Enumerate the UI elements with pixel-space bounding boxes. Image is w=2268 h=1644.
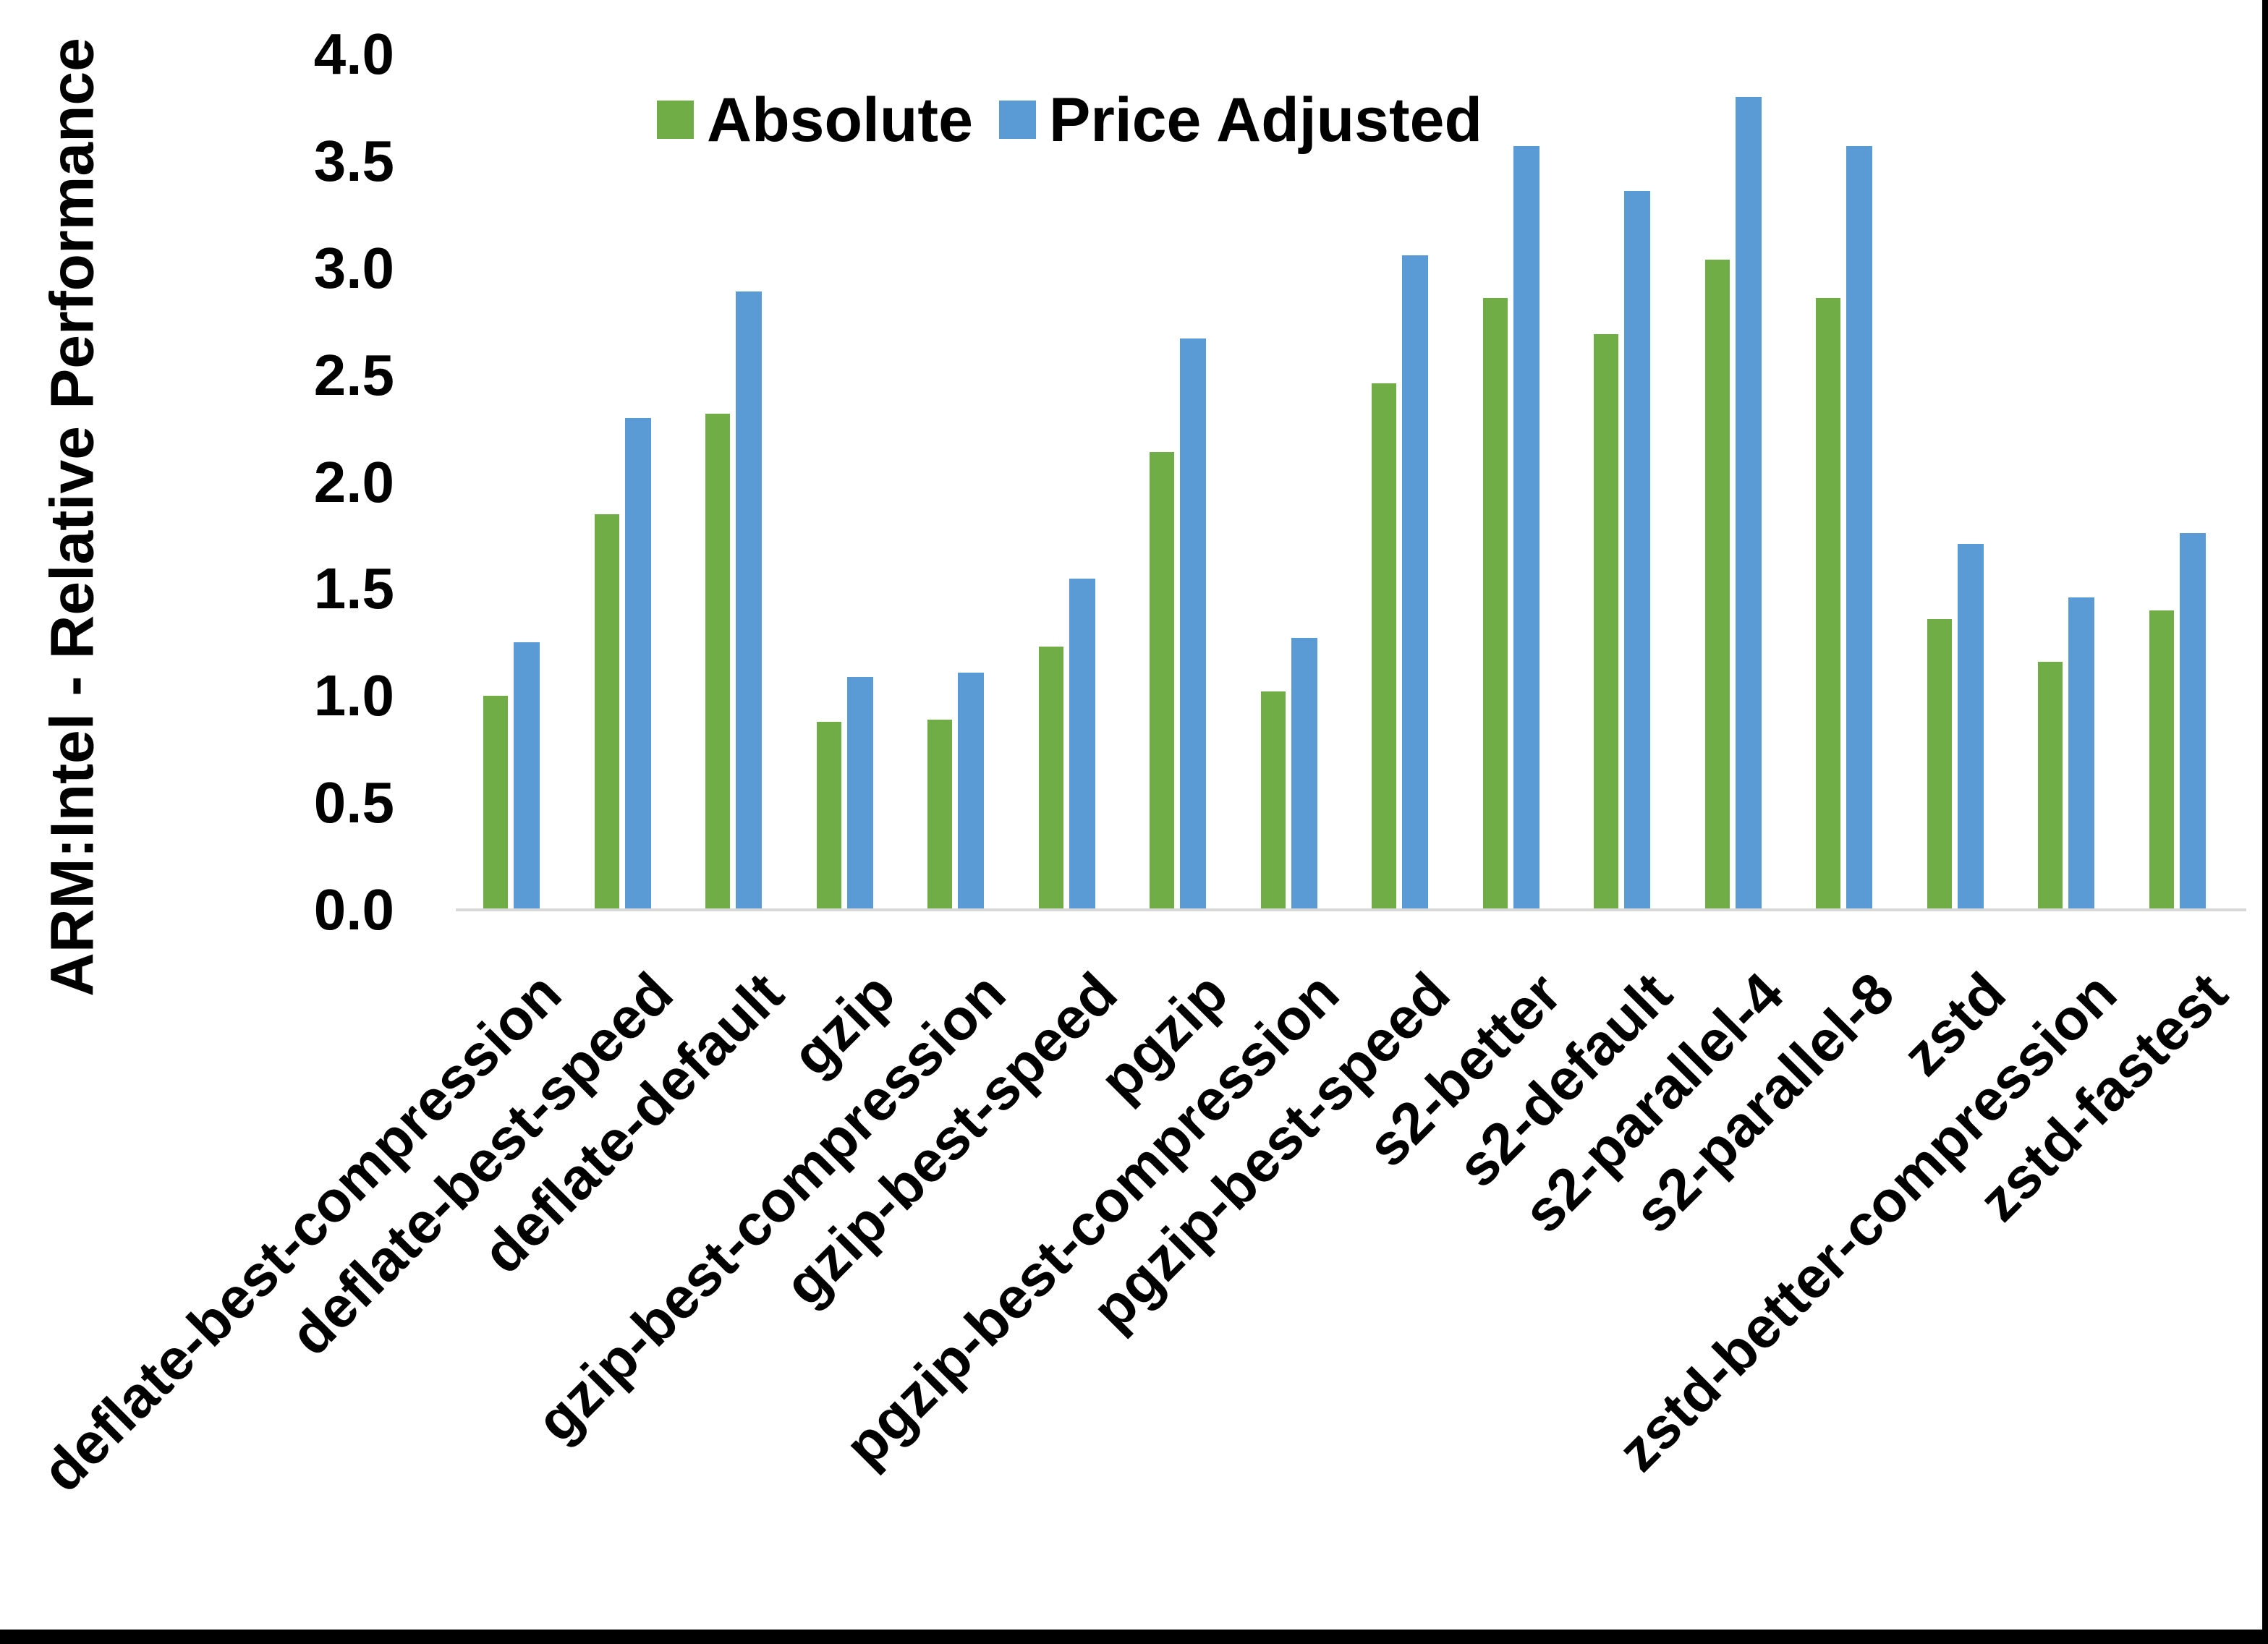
legend-label-absolute: Absolute [707,85,973,155]
y-tick-label: 2.0 [313,449,394,514]
bar-zstd-better-compression-absolute [2038,661,2063,910]
y-tick-label: 1.5 [313,556,394,621]
y-tick-label: 3.0 [313,235,394,300]
bar-pgzip-best-compression-absolute [1260,691,1286,910]
bar-deflate-best-speed-absolute [594,514,619,910]
bar-s2-default-absolute [1594,334,1618,910]
y-tick-label: 2.5 [313,342,394,407]
y-tick-label: 3.5 [313,128,394,193]
bar-s2-parallel-4-price-adjusted [1735,97,1762,910]
bar-s2-better-price-adjusted [1513,146,1539,910]
y-tick-label: 0.5 [313,770,394,835]
bar-gzip-best-compression-price-adjusted [958,672,984,910]
bar-pgzip-best-speed-price-adjusted [1402,255,1428,910]
bar-zstd-fastest-price-adjusted [2179,533,2206,910]
legend-swatch-price-adjusted [999,101,1036,139]
y-axis-title: ARM:Intel - Relative Performance [38,38,106,997]
x-axis-line [456,908,2246,911]
bar-zstd-absolute [1927,618,1952,910]
bar-deflate-default-price-adjusted [736,291,762,910]
y-tick-label: 1.0 [313,663,394,728]
y-tick-label: 4.0 [313,22,394,86]
legend-item-price-adjusted: Price Adjusted [999,89,1482,151]
bar-zstd-fastest-absolute [2149,610,2174,910]
bar-gzip-best-compression-absolute [927,719,952,910]
bar-s2-parallel-4-absolute [1704,259,1730,910]
y-tick-label: 0.0 [313,877,394,942]
bar-s2-parallel-8-absolute [1816,298,1840,910]
bar-s2-better-absolute [1482,298,1508,910]
page-border-bottom [0,1630,2268,1644]
bar-s2-parallel-8-price-adjusted [1846,146,1872,910]
bar-deflate-best-compression-price-adjusted [514,642,540,910]
legend-swatch-absolute [657,101,694,139]
bar-zstd-better-compression-price-adjusted [2068,597,2094,910]
bar-pgzip-best-compression-price-adjusted [1291,638,1317,910]
bar-pgzip-absolute [1150,452,1174,910]
bar-gzip-absolute [816,721,841,910]
legend-label-price-adjusted: Price Adjusted [1049,85,1482,155]
bar-s2-default-price-adjusted [1624,191,1650,910]
bar-gzip-best-speed-absolute [1038,647,1063,910]
bar-pgzip-price-adjusted [1180,338,1206,910]
legend-item-absolute: Absolute [657,89,973,151]
bar-deflate-default-absolute [705,413,730,910]
bar-zstd-price-adjusted [1957,544,1984,910]
bar-gzip-best-speed-price-adjusted [1069,578,1095,910]
page-border-right [2262,0,2268,1644]
bar-deflate-best-compression-absolute [483,696,508,910]
bar-gzip-price-adjusted [846,676,873,910]
bar-deflate-best-speed-price-adjusted [624,417,651,910]
bar-pgzip-best-speed-absolute [1372,383,1396,910]
